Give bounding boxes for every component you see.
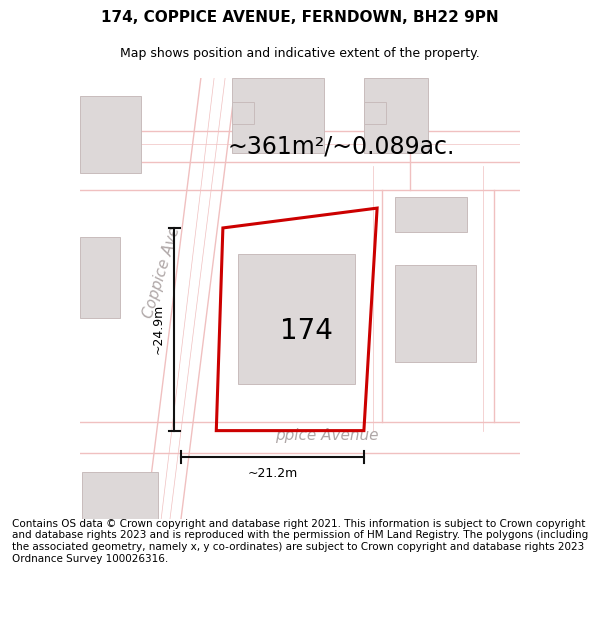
Text: ~24.9m: ~24.9m (152, 304, 165, 354)
Bar (232, 102, 254, 124)
Text: Map shows position and indicative extent of the property.: Map shows position and indicative extent… (120, 47, 480, 59)
Text: 174, COPPICE AVENUE, FERNDOWN, BH22 9PN: 174, COPPICE AVENUE, FERNDOWN, BH22 9PN (101, 9, 499, 24)
Text: Coppice Ave: Coppice Ave (140, 224, 182, 319)
Text: 174: 174 (280, 317, 332, 345)
Bar (80, 96, 142, 173)
Bar (82, 472, 158, 519)
Bar (232, 78, 324, 153)
Bar (395, 266, 476, 362)
Bar (80, 237, 120, 318)
Bar (364, 78, 428, 153)
Text: ~361m²/~0.089ac.: ~361m²/~0.089ac. (227, 134, 455, 158)
Bar (364, 102, 386, 124)
Text: ppice Avenue: ppice Avenue (275, 428, 378, 443)
Bar (395, 197, 467, 232)
Text: ~21.2m: ~21.2m (247, 467, 298, 480)
Text: Contains OS data © Crown copyright and database right 2021. This information is : Contains OS data © Crown copyright and d… (12, 519, 588, 564)
Bar (238, 254, 355, 384)
